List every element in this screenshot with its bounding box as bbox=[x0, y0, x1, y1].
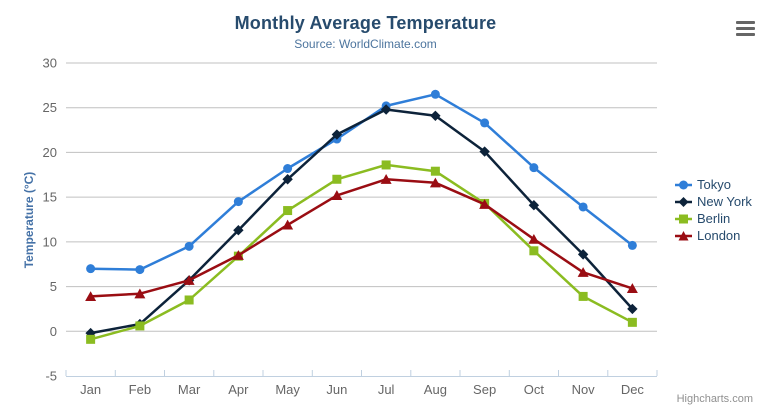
x-axis-label: Jun bbox=[326, 382, 347, 397]
marker-new-york-jul[interactable] bbox=[380, 104, 392, 115]
y-axis-label: 5 bbox=[50, 279, 57, 294]
legend: Tokyo New York Berlin London bbox=[675, 176, 752, 244]
marker-tokyo-may[interactable] bbox=[283, 164, 293, 174]
legend-label: London bbox=[697, 228, 741, 243]
marker-tokyo-dec[interactable] bbox=[627, 240, 637, 250]
legend-item-berlin[interactable]: Berlin bbox=[675, 210, 752, 227]
marker-new-york-dec[interactable] bbox=[627, 303, 638, 315]
marker-london-nov[interactable] bbox=[577, 267, 589, 277]
marker-london-jul[interactable] bbox=[380, 174, 392, 184]
marker-tokyo-oct[interactable] bbox=[529, 163, 539, 173]
marker-london-aug[interactable] bbox=[429, 177, 441, 188]
marker-london-sep[interactable] bbox=[479, 199, 491, 209]
marker-london-dec[interactable] bbox=[626, 283, 638, 293]
y-axis-label: 10 bbox=[43, 234, 57, 249]
marker-new-york-apr[interactable] bbox=[233, 225, 244, 236]
series-line-new-york[interactable] bbox=[89, 108, 634, 335]
series-line-berlin[interactable] bbox=[89, 163, 634, 341]
marker-tokyo-feb[interactable] bbox=[135, 265, 145, 275]
marker-new-york-jun[interactable] bbox=[331, 129, 343, 140]
marker-berlin-mar[interactable] bbox=[184, 295, 194, 305]
marker-berlin-oct[interactable] bbox=[529, 246, 539, 256]
x-axis-label: Apr bbox=[228, 382, 249, 397]
marker-tokyo-sep[interactable] bbox=[480, 118, 490, 128]
y-axis-title: Temperature (°C) bbox=[22, 171, 36, 269]
legend-item-london[interactable]: London bbox=[675, 227, 752, 244]
hamburger-icon bbox=[736, 21, 756, 36]
legend-triangle-icon bbox=[675, 230, 692, 240]
x-axis-label: Aug bbox=[424, 382, 447, 397]
hamburger-bar bbox=[736, 27, 755, 30]
marker-london-may[interactable] bbox=[282, 219, 294, 230]
y-axis-label: 0 bbox=[50, 324, 57, 339]
legend-item-tokyo[interactable]: Tokyo bbox=[675, 176, 752, 193]
marker-london-mar[interactable] bbox=[183, 275, 195, 285]
marker-tokyo-apr[interactable] bbox=[233, 197, 243, 207]
marker-berlin-nov[interactable] bbox=[578, 291, 588, 301]
x-axis-label: Jan bbox=[80, 382, 101, 397]
legend-circle-icon bbox=[675, 180, 692, 189]
chart-subtitle: Source: WorldClimate.com bbox=[294, 37, 437, 51]
marker-tokyo-aug[interactable] bbox=[430, 89, 440, 99]
marker-new-york-oct[interactable] bbox=[528, 199, 540, 211]
x-axis-label: Nov bbox=[572, 382, 596, 397]
x-axis-label: Sep bbox=[473, 382, 496, 397]
marker-berlin-feb[interactable] bbox=[135, 321, 145, 331]
x-axis-label: Dec bbox=[621, 382, 645, 397]
y-axis-label: -5 bbox=[45, 369, 57, 384]
marker-berlin-dec[interactable] bbox=[627, 317, 637, 327]
marker-berlin-jul[interactable] bbox=[381, 160, 391, 170]
y-axis-label: 15 bbox=[43, 190, 57, 205]
x-axis-label: Oct bbox=[524, 382, 545, 397]
x-axis-label: Mar bbox=[178, 382, 201, 397]
marker-new-york-sep[interactable] bbox=[479, 146, 490, 157]
series-line-london[interactable] bbox=[89, 178, 634, 298]
marker-new-york-may[interactable] bbox=[282, 174, 293, 185]
marker-london-jun[interactable] bbox=[331, 190, 343, 200]
x-axis-label: Jul bbox=[378, 382, 395, 397]
x-axis-label: May bbox=[275, 382, 300, 397]
marker-new-york-aug[interactable] bbox=[430, 110, 441, 121]
marker-new-york-nov[interactable] bbox=[577, 249, 589, 260]
y-axis-label: 25 bbox=[43, 100, 57, 115]
legend-item-new-york[interactable]: New York bbox=[675, 193, 752, 210]
hamburger-bar bbox=[736, 33, 755, 36]
legend-label: Tokyo bbox=[697, 177, 731, 192]
legend-label: New York bbox=[697, 194, 752, 209]
marker-tokyo-mar[interactable] bbox=[184, 241, 194, 251]
marker-london-oct[interactable] bbox=[528, 233, 540, 244]
marker-london-feb[interactable] bbox=[134, 288, 146, 299]
y-axis-label: 30 bbox=[43, 56, 57, 71]
marker-berlin-jan[interactable] bbox=[86, 334, 96, 344]
marker-berlin-aug[interactable] bbox=[430, 166, 440, 176]
legend-square-icon bbox=[675, 214, 692, 223]
marker-london-jan[interactable] bbox=[85, 291, 97, 302]
marker-tokyo-nov[interactable] bbox=[578, 202, 588, 212]
y-axis-label: 20 bbox=[43, 145, 57, 160]
x-axis-label: Feb bbox=[129, 382, 151, 397]
series-line-tokyo[interactable] bbox=[89, 93, 634, 271]
marker-berlin-jun[interactable] bbox=[332, 174, 342, 184]
export-menu-button[interactable] bbox=[736, 21, 756, 37]
chart-title: Monthly Average Temperature bbox=[234, 13, 497, 33]
credits-link[interactable]: Highcharts.com bbox=[676, 393, 753, 405]
legend-label: Berlin bbox=[697, 211, 731, 226]
marker-berlin-may[interactable] bbox=[283, 206, 293, 216]
marker-london-apr[interactable] bbox=[232, 250, 244, 260]
legend-diamond-icon bbox=[675, 196, 692, 207]
marker-tokyo-jan[interactable] bbox=[86, 264, 96, 274]
hamburger-bar bbox=[736, 21, 755, 24]
